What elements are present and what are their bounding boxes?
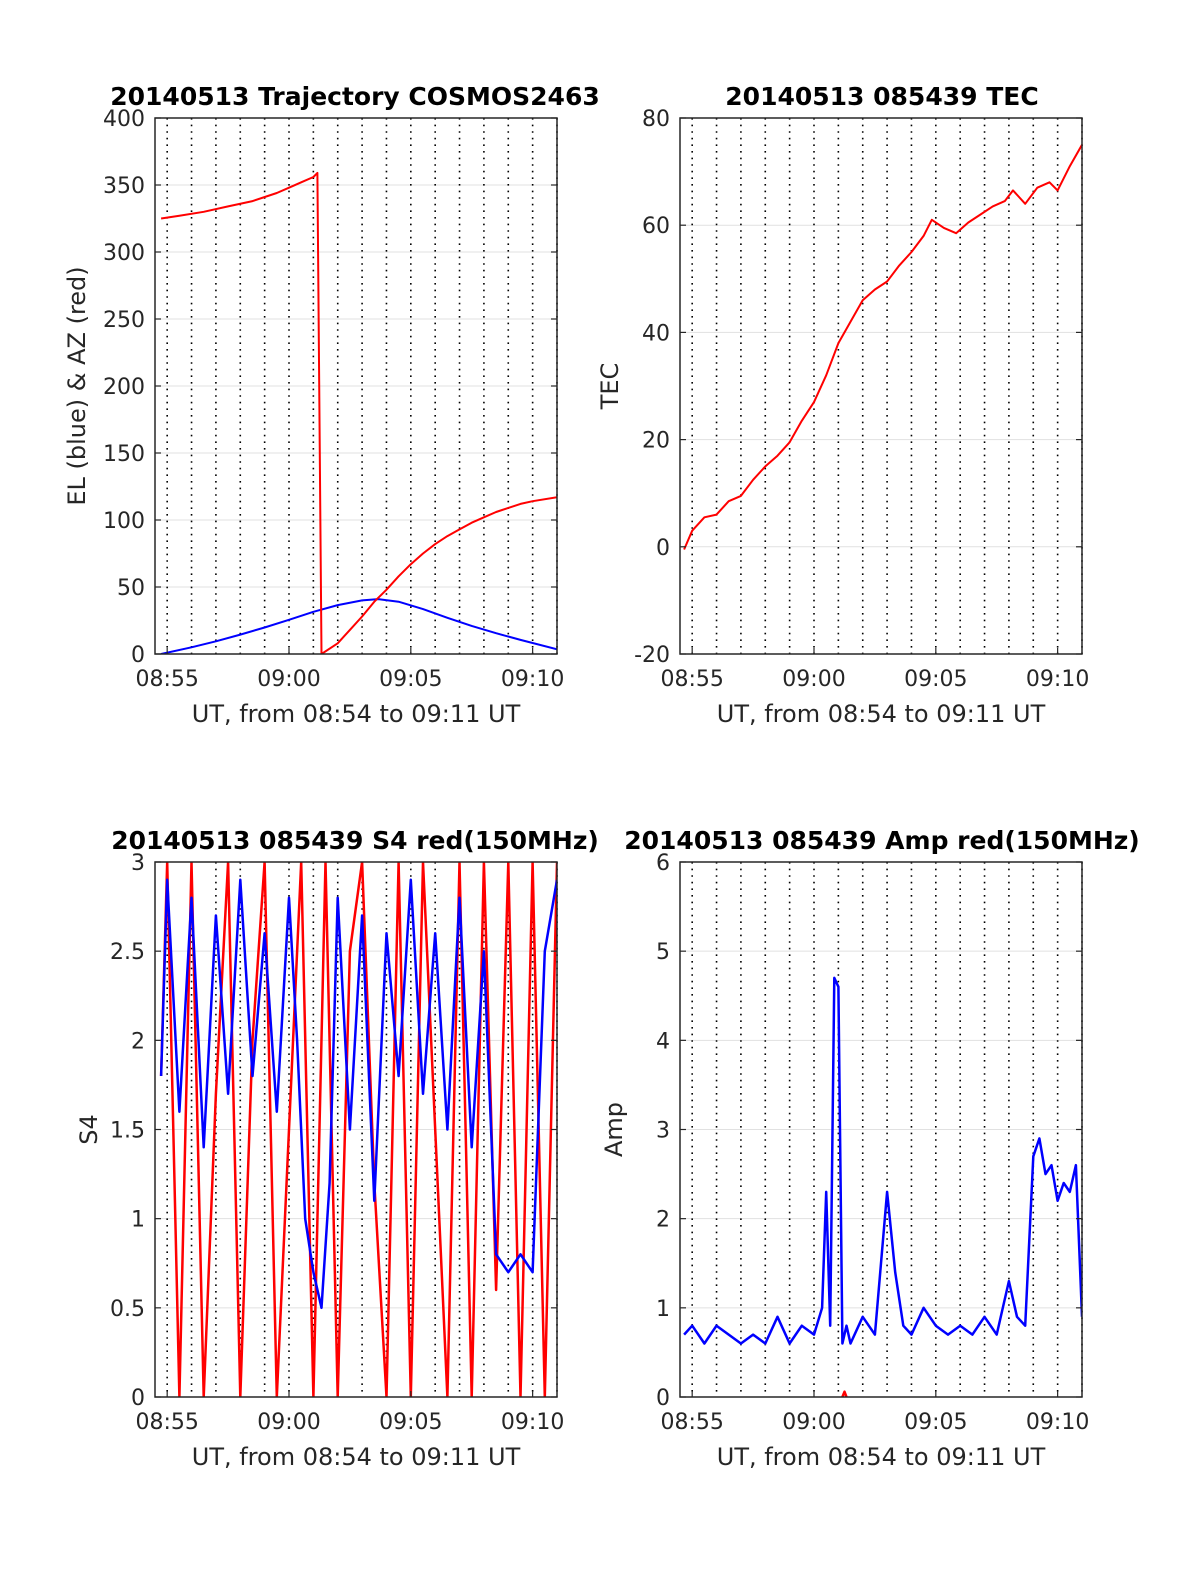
y-tick-label: 0 — [131, 1386, 145, 1411]
x-tick-label: 09:05 — [379, 667, 442, 692]
y-tick-label: 100 — [103, 509, 145, 534]
y-tick-label: 3 — [131, 851, 145, 876]
axes-box — [679, 117, 1083, 655]
panel-amp: 0 1 2 3 4 5 6 08:55 09:00 09:05 09:10 20140513 0854… — [600, 826, 1140, 1471]
panel-trajectory: 0 50 100 150 200 250 300 350 400 08:55 09:00 09:05 0… — [63, 82, 600, 728]
y-tick-label: 60 — [642, 214, 670, 239]
x-tick-label: 08:55 — [660, 1410, 723, 1435]
x-tick-label: 09:10 — [501, 667, 564, 692]
y-tick-label: 300 — [103, 241, 145, 266]
y-tick-label: 0 — [656, 536, 670, 561]
x-tick-label: 09:10 — [1026, 1410, 1089, 1435]
y-tick-label: 400 — [103, 107, 145, 132]
y-tick-label: 2 — [131, 1029, 145, 1054]
y-tick-label: 6 — [656, 851, 670, 876]
y-axis-label: TEC — [596, 363, 624, 411]
series-line-blue — [683, 976, 1082, 1345]
y-tick-label: 50 — [117, 576, 145, 601]
chart-title: 20140513 Trajectory COSMOS2463 — [110, 82, 600, 111]
x-tick-label: 09:05 — [904, 1410, 967, 1435]
chart-title: 20140513 085439 S4 red(150MHz) — [111, 826, 599, 855]
series-line-blue — [159, 878, 557, 1310]
x-tick-label: 09:10 — [501, 1410, 564, 1435]
y-tick-label: 350 — [103, 174, 145, 199]
series-line-el — [160, 598, 557, 654]
y-tick-label: 1 — [131, 1208, 145, 1233]
x-tick-label: 08:55 — [135, 667, 198, 692]
x-tick-label: 09:00 — [782, 667, 845, 692]
x-axis-label: UT, from 08:54 to 09:11 UT — [192, 1443, 521, 1471]
chart-title: 20140513 085439 TEC — [725, 82, 1038, 111]
x-tick-label: 09:05 — [904, 667, 967, 692]
series-line-tec — [683, 144, 1082, 550]
panel-tec: -20 0 20 40 60 80 08:55 09:00 09:05 09:10 20140513… — [596, 82, 1089, 728]
series-line-red — [841, 1390, 848, 1397]
y-axis-label: Amp — [600, 1102, 628, 1157]
y-tick-label: 2.5 — [110, 940, 145, 965]
y-tick-label: 1 — [656, 1297, 670, 1322]
y-tick-label: -20 — [634, 643, 670, 668]
y-tick-label: 250 — [103, 308, 145, 333]
x-tick-label: 09:05 — [379, 1410, 442, 1435]
x-tick-label: 08:55 — [135, 1410, 198, 1435]
y-axis-label: EL (blue) & AZ (red) — [63, 266, 91, 505]
panel-s4: 0 0.5 1 1.5 2 2.5 3 08:55 09:00 09:05 09:10 2014051… — [75, 826, 599, 1471]
y-tick-label: 20 — [642, 429, 670, 454]
chart-title: 20140513 085439 Amp red(150MHz) — [624, 826, 1140, 855]
series-line-az — [160, 171, 557, 654]
y-tick-label: 2 — [656, 1208, 670, 1233]
y-tick-label: 40 — [642, 321, 670, 346]
y-tick-label: 1.5 — [110, 1119, 145, 1144]
x-tick-label: 08:55 — [660, 667, 723, 692]
x-axis-label: UT, from 08:54 to 09:11 UT — [192, 700, 521, 728]
x-axis-label: UT, from 08:54 to 09:11 UT — [717, 700, 1046, 728]
y-tick-label: 200 — [103, 375, 145, 400]
x-tick-label: 09:00 — [257, 667, 320, 692]
x-tick-label: 09:00 — [782, 1410, 845, 1435]
y-tick-label: 3 — [656, 1119, 670, 1144]
y-tick-label: 0 — [131, 643, 145, 668]
y-tick-label: 150 — [103, 442, 145, 467]
y-axis-label: S4 — [75, 1114, 103, 1145]
y-tick-label: 0.5 — [110, 1297, 145, 1322]
y-tick-label: 0 — [656, 1386, 670, 1411]
x-tick-label: 09:00 — [257, 1410, 320, 1435]
y-tick-label: 4 — [656, 1029, 670, 1054]
x-tick-label: 09:10 — [1026, 667, 1089, 692]
y-tick-label: 80 — [642, 107, 670, 132]
x-axis-label: UT, from 08:54 to 09:11 UT — [717, 1443, 1046, 1471]
y-tick-label: 5 — [656, 940, 670, 965]
